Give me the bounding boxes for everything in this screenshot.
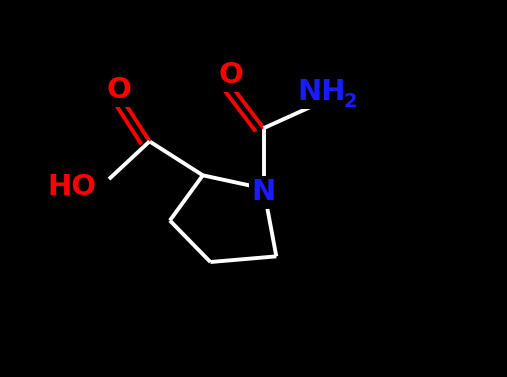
- Text: O: O: [106, 77, 132, 104]
- Text: N: N: [251, 178, 276, 206]
- Text: O: O: [218, 61, 243, 89]
- Text: 2: 2: [343, 92, 356, 111]
- Text: HO: HO: [47, 173, 96, 201]
- Text: NH: NH: [298, 78, 346, 106]
